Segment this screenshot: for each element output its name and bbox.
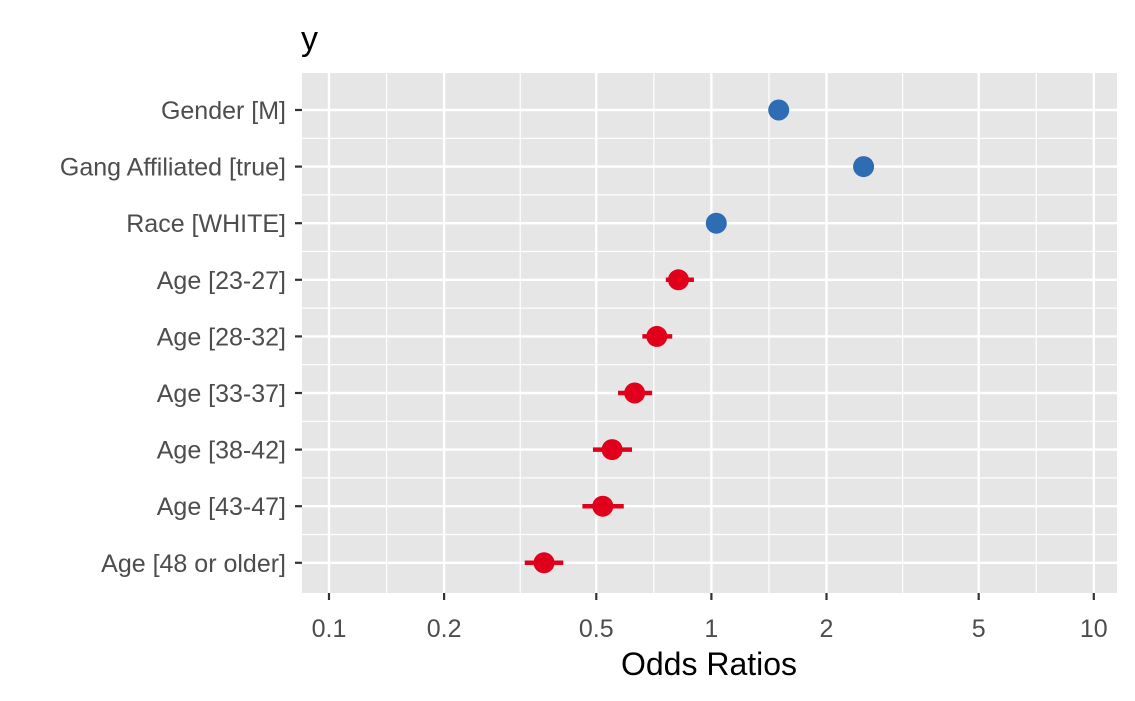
y-tick-label: Age [23-27]	[157, 267, 286, 295]
estimate-point	[768, 99, 790, 121]
y-tick-label: Age [28-32]	[157, 323, 286, 351]
x-axis: 0.1 0.2 0.5 1 2 5 10	[312, 593, 1108, 643]
x-tick-label: 5	[972, 615, 986, 643]
estimate-point	[667, 269, 689, 291]
y-tick-label: Gender [M]	[161, 97, 286, 125]
y-tick-label: Age [38-42]	[157, 437, 286, 465]
y-tick-label: Age [33-37]	[157, 380, 286, 408]
x-tick-label: 2	[820, 615, 834, 643]
estimate-point	[646, 325, 668, 347]
estimate-point	[601, 439, 623, 461]
x-tick-label: 0.1	[312, 615, 347, 643]
y-tick-label: Age [48 or older]	[101, 550, 286, 578]
x-tick-label: 10	[1080, 615, 1108, 643]
major-gridlines	[302, 73, 1117, 593]
x-tick-label: 0.2	[427, 615, 462, 643]
y-axis: Gender [M] Gang Affiliated [true] Race [WH…	[60, 97, 302, 578]
plot-panel	[302, 73, 1117, 593]
minor-gridlines	[302, 73, 1117, 593]
x-tick-label: 0.5	[579, 615, 614, 643]
x-tick-label: 1	[704, 615, 718, 643]
estimate-point	[853, 156, 875, 178]
estimate-point	[533, 552, 555, 574]
chart-title: y	[301, 20, 318, 58]
estimate-point	[705, 212, 727, 234]
y-tick-label: Gang Affiliated [true]	[60, 154, 286, 182]
estimate-points	[533, 99, 875, 574]
x-axis-label: Odds Ratios	[621, 646, 797, 682]
estimate-point	[624, 382, 646, 404]
y-tick-label: Race [WHITE]	[126, 210, 286, 238]
estimate-point	[592, 495, 614, 517]
y-tick-label: Age [43-47]	[157, 493, 286, 521]
